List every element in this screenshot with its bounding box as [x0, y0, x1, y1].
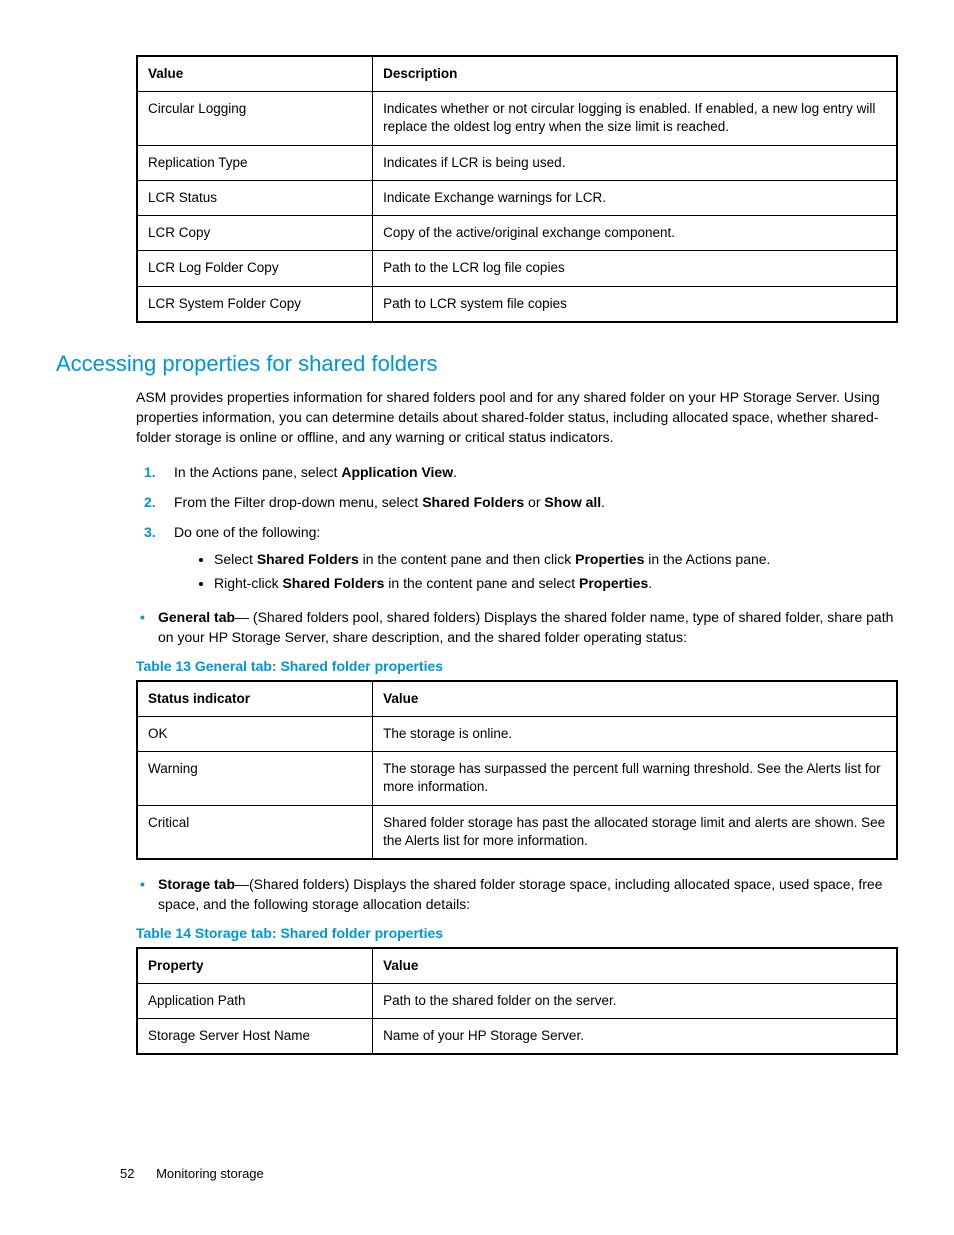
table-row: LCR StatusIndicate Exchange warnings for…: [137, 180, 897, 215]
text: —(Shared folders) Displays the shared fo…: [158, 876, 883, 912]
value-description-table: Value Description Circular LoggingIndica…: [136, 55, 898, 323]
cell: Copy of the active/original exchange com…: [373, 216, 897, 251]
text: Right-click: [214, 575, 282, 591]
col-header: Value: [137, 56, 373, 92]
text: — (Shared folders pool, shared folders) …: [158, 609, 893, 645]
page-footer: 52 Monitoring storage: [120, 1166, 264, 1181]
cell: OK: [137, 716, 373, 751]
bullet-item: Storage tab—(Shared folders) Displays th…: [136, 874, 898, 915]
bold-text: Properties: [579, 575, 648, 591]
table-row: Circular LoggingIndicates whether or not…: [137, 92, 897, 145]
cell: Critical: [137, 805, 373, 859]
table-row: Replication TypeIndicates if LCR is bein…: [137, 145, 897, 180]
bold-text: General tab: [158, 609, 235, 625]
text: .: [601, 494, 605, 510]
table-row: LCR System Folder CopyPath to LCR system…: [137, 286, 897, 322]
bold-text: Application View: [341, 464, 453, 480]
table-row: LCR CopyCopy of the active/original exch…: [137, 216, 897, 251]
bullet-list: Storage tab—(Shared folders) Displays th…: [136, 874, 898, 915]
content-area: Value Description Circular LoggingIndica…: [136, 55, 898, 1055]
general-tab-table: Status indicator Value OKThe storage is …: [136, 680, 898, 860]
sub-list: Select Shared Folders in the content pan…: [174, 549, 898, 594]
cell: The storage is online.: [373, 716, 897, 751]
table-row: OKThe storage is online.: [137, 716, 897, 751]
table-header-row: Value Description: [137, 56, 897, 92]
cell: Indicates whether or not circular loggin…: [373, 92, 897, 145]
col-header: Value: [373, 681, 897, 717]
cell: Circular Logging: [137, 92, 373, 145]
table-header-row: Property Value: [137, 948, 897, 984]
cell: Path to the LCR log file copies: [373, 251, 897, 286]
section-heading: Accessing properties for shared folders: [56, 351, 898, 377]
cell: Name of your HP Storage Server.: [373, 1019, 897, 1055]
text: in the Actions pane.: [644, 551, 770, 567]
col-header: Property: [137, 948, 373, 984]
bold-text: Storage tab: [158, 876, 235, 892]
step-item: In the Actions pane, select Application …: [158, 462, 898, 482]
text: Select: [214, 551, 257, 567]
storage-tab-table: Property Value Application PathPath to t…: [136, 947, 898, 1056]
cell: Path to the shared folder on the server.: [373, 983, 897, 1018]
bold-text: Shared Folders: [282, 575, 384, 591]
bullet-item: General tab— (Shared folders pool, share…: [136, 607, 898, 648]
cell: Replication Type: [137, 145, 373, 180]
col-header: Description: [373, 56, 897, 92]
col-header: Value: [373, 948, 897, 984]
cell: Indicates if LCR is being used.: [373, 145, 897, 180]
text: From the Filter drop-down menu, select: [174, 494, 422, 510]
step-item: Do one of the following: Select Shared F…: [158, 522, 898, 593]
text: Do one of the following:: [174, 524, 320, 540]
cell: LCR Log Folder Copy: [137, 251, 373, 286]
cell: LCR System Folder Copy: [137, 286, 373, 322]
text: In the Actions pane, select: [174, 464, 341, 480]
sub-item: Select Shared Folders in the content pan…: [214, 549, 898, 569]
cell: LCR Copy: [137, 216, 373, 251]
text: in the content pane and select: [384, 575, 579, 591]
text: in the content pane and then click: [359, 551, 575, 567]
page: Value Description Circular LoggingIndica…: [0, 0, 954, 1235]
cell: LCR Status: [137, 180, 373, 215]
bullet-list: General tab— (Shared folders pool, share…: [136, 607, 898, 648]
cell: Warning: [137, 752, 373, 805]
bold-text: Show all: [544, 494, 601, 510]
cell: Storage Server Host Name: [137, 1019, 373, 1055]
table-caption: Table 14 Storage tab: Shared folder prop…: [136, 925, 898, 941]
page-number: 52: [120, 1166, 134, 1181]
text: .: [648, 575, 652, 591]
sub-item: Right-click Shared Folders in the conten…: [214, 573, 898, 593]
bold-text: Shared Folders: [257, 551, 359, 567]
table-row: WarningThe storage has surpassed the per…: [137, 752, 897, 805]
col-header: Status indicator: [137, 681, 373, 717]
cell: Indicate Exchange warnings for LCR.: [373, 180, 897, 215]
table-row: Storage Server Host NameName of your HP …: [137, 1019, 897, 1055]
steps-list: In the Actions pane, select Application …: [136, 462, 898, 593]
intro-paragraph: ASM provides properties information for …: [136, 387, 898, 448]
cell: The storage has surpassed the percent fu…: [373, 752, 897, 805]
cell: Shared folder storage has past the alloc…: [373, 805, 897, 859]
table-header-row: Status indicator Value: [137, 681, 897, 717]
step-item: From the Filter drop-down menu, select S…: [158, 492, 898, 512]
table-caption: Table 13 General tab: Shared folder prop…: [136, 658, 898, 674]
table-row: CriticalShared folder storage has past t…: [137, 805, 897, 859]
bold-text: Properties: [575, 551, 644, 567]
table-row: LCR Log Folder CopyPath to the LCR log f…: [137, 251, 897, 286]
cell: Application Path: [137, 983, 373, 1018]
footer-title: Monitoring storage: [156, 1166, 264, 1181]
table-row: Application PathPath to the shared folde…: [137, 983, 897, 1018]
text: or: [524, 494, 544, 510]
text: .: [453, 464, 457, 480]
cell: Path to LCR system file copies: [373, 286, 897, 322]
bold-text: Shared Folders: [422, 494, 524, 510]
